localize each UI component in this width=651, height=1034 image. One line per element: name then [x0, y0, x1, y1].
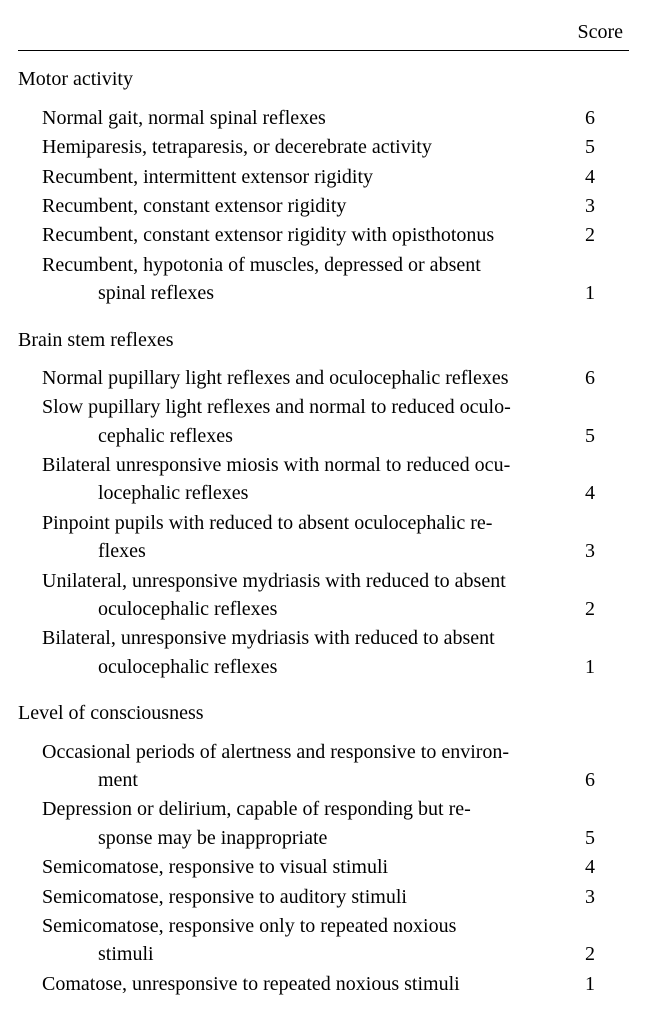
item-description: Recumbent, constant extensor rigidity wi… [18, 221, 575, 249]
item-score: 2 [575, 595, 629, 623]
table-row: Pinpoint pupils with reduced to absent o… [18, 509, 629, 566]
item-line: Unilateral, unresponsive mydriasis with … [42, 567, 575, 595]
item-score: 5 [575, 133, 629, 161]
item-line: Semicomatose, responsive to auditory sti… [42, 883, 575, 911]
item-line: Normal gait, normal spinal reflexes [42, 104, 575, 132]
item-line: Normal pupillary light reflexes and ocul… [42, 364, 575, 392]
item-line-continuation: cephalic reflexes [42, 422, 575, 450]
item-score: 5 [575, 824, 629, 852]
table-row: Normal pupillary light reflexes and ocul… [18, 364, 629, 392]
table-row: Bilateral unresponsive miosis with norma… [18, 451, 629, 508]
item-line: Semicomatose, responsive to visual stimu… [42, 853, 575, 881]
table-row: Hemiparesis, tetraparesis, or decerebrat… [18, 133, 629, 161]
header-score-label: Score [553, 18, 629, 46]
item-line: Bilateral, unresponsive mydriasis with r… [42, 624, 575, 652]
table-row: Unilateral, unresponsive mydriasis with … [18, 567, 629, 624]
item-description: Recumbent, hypotonia of muscles, depress… [18, 251, 575, 308]
item-description: Normal pupillary light reflexes and ocul… [18, 364, 575, 392]
table-row: Recumbent, constant extensor rigidity wi… [18, 221, 629, 249]
item-line-continuation: ment [42, 766, 575, 794]
item-line: Slow pupillary light reflexes and normal… [42, 393, 575, 421]
item-score: 6 [575, 364, 629, 392]
item-line: Semicomatose, responsive only to repeate… [42, 912, 575, 940]
item-description: Normal gait, normal spinal reflexes [18, 104, 575, 132]
item-description: Occasional periods of alertness and resp… [18, 738, 575, 795]
table-row: Occasional periods of alertness and resp… [18, 738, 629, 795]
item-description: Bilateral unresponsive miosis with norma… [18, 451, 575, 508]
item-score: 1 [575, 970, 629, 998]
item-score: 4 [575, 479, 629, 507]
table-row: Semicomatose, responsive to auditory sti… [18, 883, 629, 911]
section-items: Normal pupillary light reflexes and ocul… [18, 364, 629, 681]
header-rule [18, 50, 629, 51]
item-line: Comatose, unresponsive to repeated noxio… [42, 970, 575, 998]
item-description: Bilateral, unresponsive mydriasis with r… [18, 624, 575, 681]
item-score: 2 [575, 940, 629, 968]
section-items: Occasional periods of alertness and resp… [18, 738, 629, 999]
item-line-continuation: locephalic reflexes [42, 479, 575, 507]
table-row: Recumbent, hypotonia of muscles, depress… [18, 251, 629, 308]
table-row: Bilateral, unresponsive mydriasis with r… [18, 624, 629, 681]
table-header: Score [18, 18, 629, 46]
item-line: Depression or delirium, capable of respo… [42, 795, 575, 823]
table-row: Comatose, unresponsive to repeated noxio… [18, 970, 629, 998]
item-line: Pinpoint pupils with reduced to absent o… [42, 509, 575, 537]
item-line-continuation: stimuli [42, 940, 575, 968]
item-score: 4 [575, 853, 629, 881]
item-line: Occasional periods of alertness and resp… [42, 738, 575, 766]
section-items: Normal gait, normal spinal reflexes6Hemi… [18, 104, 629, 308]
section-title: Level of consciousness [18, 699, 629, 727]
table-row: Recumbent, intermittent extensor rigidit… [18, 163, 629, 191]
item-line-continuation: flexes [42, 537, 575, 565]
item-score: 1 [575, 653, 629, 681]
item-description: Depression or delirium, capable of respo… [18, 795, 575, 852]
item-description: Semicomatose, responsive only to repeate… [18, 912, 575, 969]
item-line-continuation: oculocephalic reflexes [42, 595, 575, 623]
item-description: Hemiparesis, tetraparesis, or decerebrat… [18, 133, 575, 161]
item-score: 5 [575, 422, 629, 450]
item-score: 1 [575, 279, 629, 307]
item-line: Hemiparesis, tetraparesis, or decerebrat… [42, 133, 575, 161]
item-line: Recumbent, constant extensor rigidity wi… [42, 221, 575, 249]
item-description: Unilateral, unresponsive mydriasis with … [18, 567, 575, 624]
item-score: 3 [575, 537, 629, 565]
item-description: Slow pupillary light reflexes and normal… [18, 393, 575, 450]
item-line-continuation: oculocephalic reflexes [42, 653, 575, 681]
table-row: Normal gait, normal spinal reflexes6 [18, 104, 629, 132]
item-line: Recumbent, hypotonia of muscles, depress… [42, 251, 575, 279]
item-line-continuation: spinal reflexes [42, 279, 575, 307]
table-row: Slow pupillary light reflexes and normal… [18, 393, 629, 450]
item-description: Recumbent, intermittent extensor rigidit… [18, 163, 575, 191]
table-row: Semicomatose, responsive only to repeate… [18, 912, 629, 969]
section-title: Motor activity [18, 65, 629, 93]
item-description: Semicomatose, responsive to auditory sti… [18, 883, 575, 911]
header-spacer [18, 18, 553, 46]
item-line-continuation: sponse may be inappropriate [42, 824, 575, 852]
item-score: 3 [575, 192, 629, 220]
item-score: 4 [575, 163, 629, 191]
section-title: Brain stem reflexes [18, 326, 629, 354]
item-score: 3 [575, 883, 629, 911]
score-table-body: Motor activity Normal gait, normal spinal… [18, 65, 629, 998]
item-description: Comatose, unresponsive to repeated noxio… [18, 970, 575, 998]
item-description: Pinpoint pupils with reduced to absent o… [18, 509, 575, 566]
item-score: 6 [575, 766, 629, 794]
item-line: Recumbent, intermittent extensor rigidit… [42, 163, 575, 191]
item-description: Semicomatose, responsive to visual stimu… [18, 853, 575, 881]
table-row: Recumbent, constant extensor rigidity3 [18, 192, 629, 220]
item-line: Bilateral unresponsive miosis with norma… [42, 451, 575, 479]
item-line: Recumbent, constant extensor rigidity [42, 192, 575, 220]
item-description: Recumbent, constant extensor rigidity [18, 192, 575, 220]
item-score: 6 [575, 104, 629, 132]
table-row: Semicomatose, responsive to visual stimu… [18, 853, 629, 881]
table-row: Depression or delirium, capable of respo… [18, 795, 629, 852]
item-score: 2 [575, 221, 629, 249]
